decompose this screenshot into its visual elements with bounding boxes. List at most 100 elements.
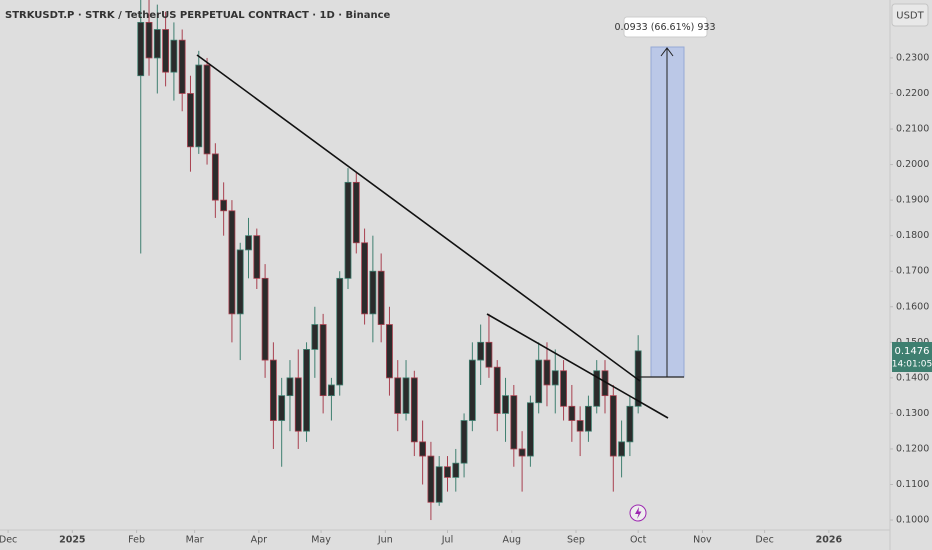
- candle-body: [261, 277, 269, 361]
- candle-body: [477, 341, 485, 361]
- countdown: 14:01:05: [892, 360, 932, 370]
- y-tick-label: 0.2000: [896, 159, 929, 170]
- y-tick-label: 0.1000: [896, 515, 929, 526]
- candle-body: [609, 395, 617, 457]
- x-tick-label: Apr: [251, 535, 268, 546]
- candle-body: [551, 370, 559, 386]
- x-tick-label: Mar: [186, 535, 204, 546]
- candle-body: [236, 249, 244, 315]
- candle-body: [195, 64, 203, 148]
- trendline: [196, 54, 641, 382]
- candle-body: [634, 350, 642, 407]
- candle-body: [386, 324, 393, 379]
- candle-body: [187, 93, 194, 148]
- candle-body: [220, 199, 228, 212]
- x-tick-label: Oct: [630, 535, 647, 546]
- candle-body: [311, 324, 319, 350]
- candles: [137, 0, 642, 521]
- candle-body: [303, 349, 310, 432]
- candle-body: [286, 377, 294, 397]
- candle-body: [245, 235, 252, 251]
- y-tick-label: 0.1300: [896, 408, 929, 419]
- measure-label: 0.0933 (66.61%) 933: [614, 22, 715, 33]
- x-tick-label: May: [311, 535, 331, 546]
- candle-body: [485, 341, 493, 368]
- candle-body: [137, 21, 145, 77]
- price-tag: [892, 342, 932, 372]
- y-tick-label: 0.1600: [896, 301, 929, 312]
- price-label: 0.1476: [895, 346, 930, 357]
- candle-body: [493, 366, 501, 414]
- candle-body: [253, 235, 261, 279]
- x-tick-label: Jun: [377, 535, 393, 546]
- candle-body: [211, 153, 219, 201]
- candle-body: [510, 395, 518, 450]
- candle-body: [319, 324, 327, 397]
- y-tick-label: 0.2300: [896, 52, 929, 63]
- y-tick-label: 0.1400: [896, 372, 929, 383]
- candle-body: [502, 395, 509, 414]
- candle-body: [419, 441, 427, 457]
- x-tick-label: 2026: [816, 535, 843, 546]
- currency-box[interactable]: [891, 3, 929, 27]
- y-tick-label: 0.1100: [896, 479, 929, 490]
- candle-body: [369, 270, 377, 315]
- candle-body: [278, 395, 286, 421]
- candle-body: [585, 405, 592, 432]
- y-tick-label: 0.2200: [896, 88, 929, 99]
- x-tick-label: Dec: [755, 535, 773, 546]
- y-tick-label: 0.1900: [896, 195, 929, 206]
- candle-body: [560, 370, 567, 407]
- x-tick-label: Jul: [441, 535, 453, 546]
- candle-body: [294, 377, 302, 432]
- x-tick-label: Feb: [128, 535, 145, 546]
- arrow-head: [660, 47, 674, 57]
- x-tick-label: Sep: [567, 535, 585, 546]
- candle-body: [427, 455, 435, 503]
- candle-body: [178, 39, 186, 94]
- y-tick-label: 0.1800: [896, 230, 929, 241]
- candle-body: [269, 359, 277, 421]
- x-tick-label: Dec: [0, 535, 17, 546]
- candle-body: [203, 64, 211, 155]
- candle-body: [435, 466, 443, 503]
- measure-label-box: [623, 16, 708, 38]
- candle-body: [452, 462, 460, 478]
- candle-body: [576, 420, 584, 432]
- candle-body: [568, 405, 576, 421]
- candle-body: [228, 210, 236, 315]
- y-tick-label: 0.2100: [896, 124, 929, 135]
- candle-body: [361, 242, 368, 315]
- candle-body: [410, 377, 418, 443]
- x-tick-label: Nov: [693, 535, 712, 546]
- candle-body: [593, 370, 601, 407]
- y-tick-label: 0.1200: [896, 443, 929, 454]
- candle-body: [460, 420, 468, 464]
- candle-body: [518, 448, 526, 457]
- candle-body: [468, 359, 476, 421]
- candle-body: [328, 384, 335, 397]
- candle-body: [526, 402, 534, 457]
- candle-body: [394, 377, 402, 414]
- x-tick-label: 2025: [59, 535, 85, 546]
- lightning: [635, 507, 642, 519]
- candle-body: [626, 405, 634, 443]
- currency[interactable]: USDT: [896, 11, 924, 22]
- candle-body: [402, 377, 410, 414]
- candle-body: [618, 441, 625, 457]
- x-tick-label: Aug: [502, 535, 521, 546]
- y-tick-label: 0.1700: [896, 266, 929, 277]
- candle-body: [543, 359, 551, 386]
- candle-body: [145, 21, 153, 59]
- trendline: [486, 313, 669, 419]
- candle-body: [170, 39, 178, 73]
- candle-body: [377, 270, 385, 325]
- candle-body: [444, 466, 451, 478]
- candle-body: [535, 359, 543, 404]
- chart-title: STRKUSDT.P · STRK / TetherUS PERPETUAL C…: [5, 10, 391, 21]
- candle-body: [352, 181, 360, 244]
- candle-body: [344, 181, 352, 279]
